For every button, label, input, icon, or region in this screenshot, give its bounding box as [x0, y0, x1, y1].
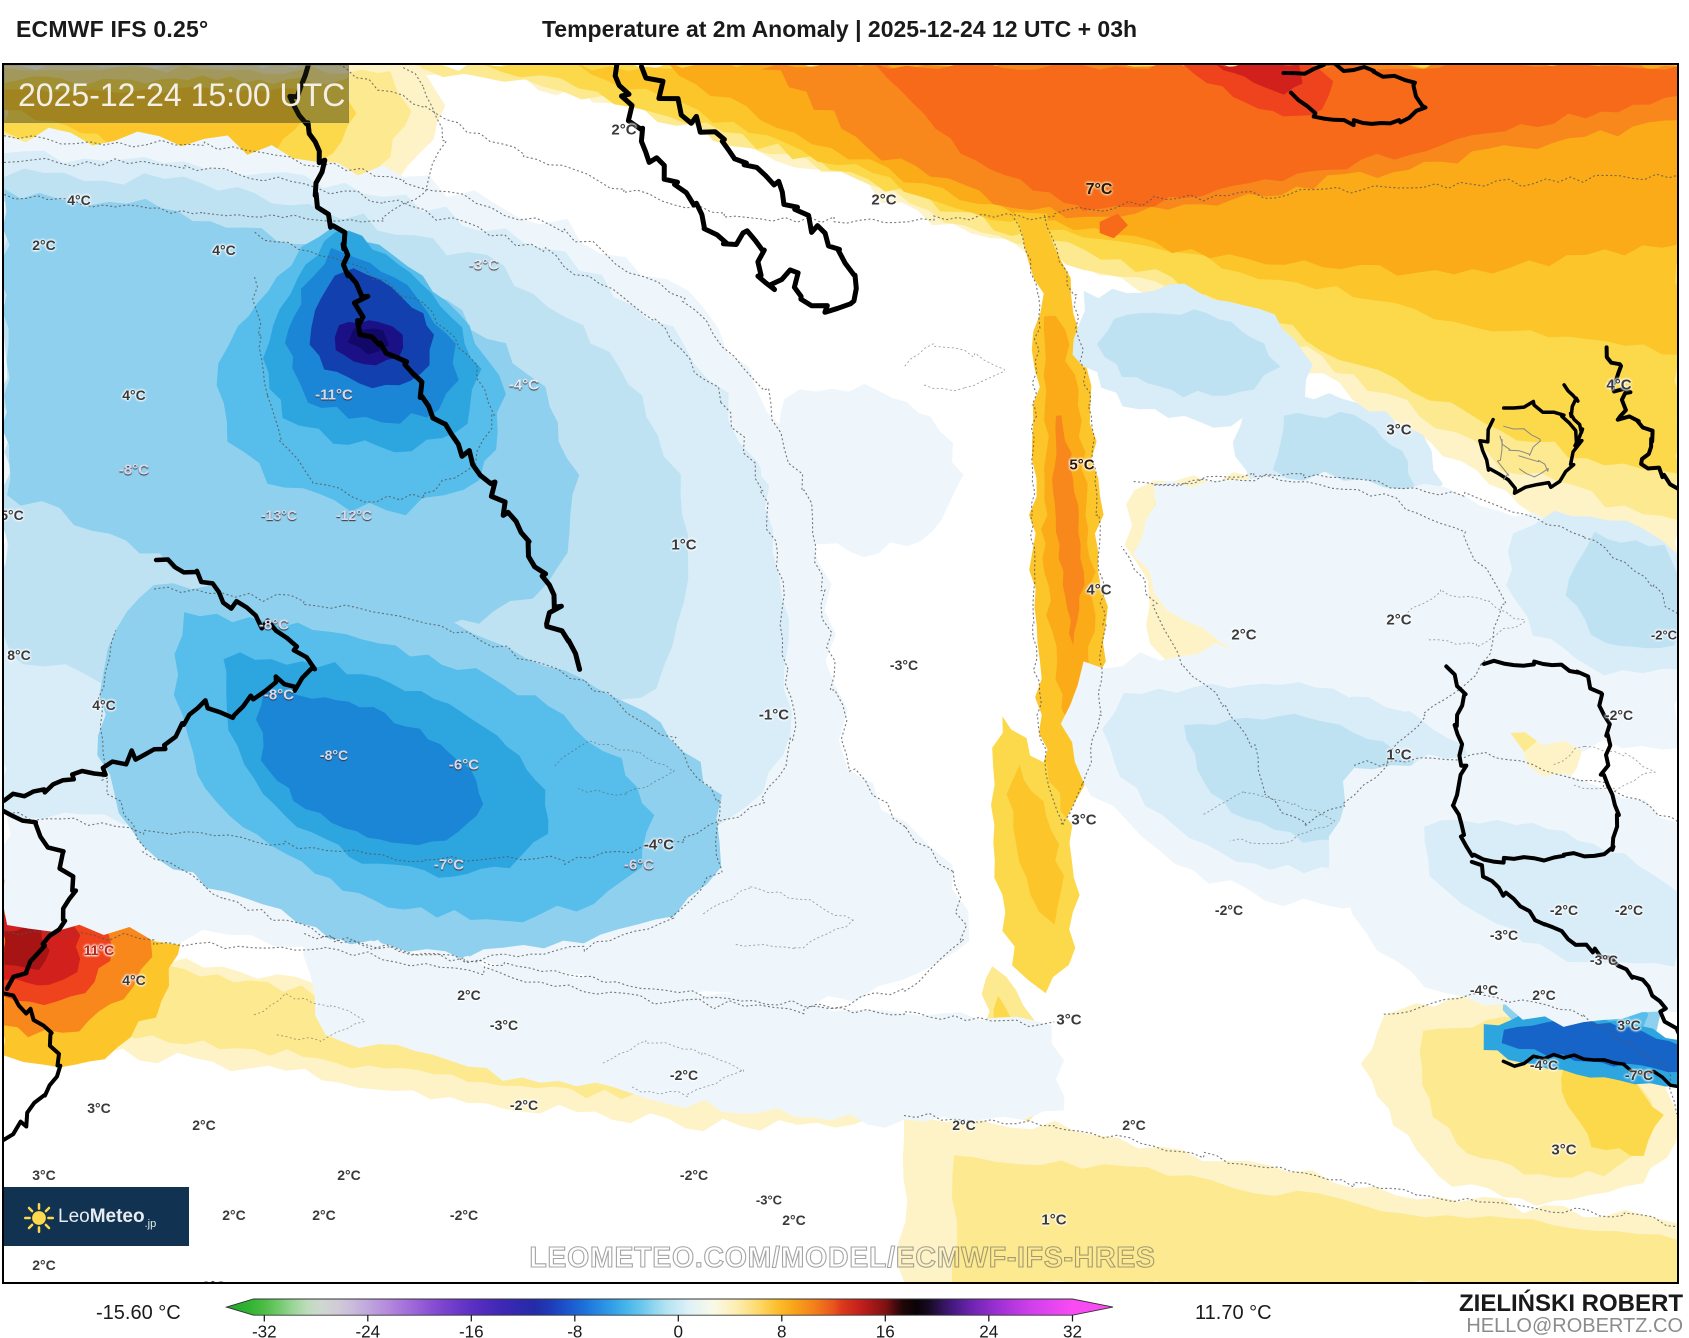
svg-text:0: 0: [674, 1323, 684, 1338]
svg-text:-32: -32: [252, 1323, 277, 1338]
svg-text:32: 32: [1063, 1323, 1082, 1338]
svg-text:-16: -16: [459, 1323, 484, 1338]
svg-text:24: 24: [979, 1323, 998, 1338]
svg-text:8: 8: [777, 1323, 787, 1338]
svg-text:-8: -8: [567, 1323, 582, 1338]
svg-text:-24: -24: [355, 1323, 380, 1338]
svg-text:16: 16: [876, 1323, 895, 1338]
